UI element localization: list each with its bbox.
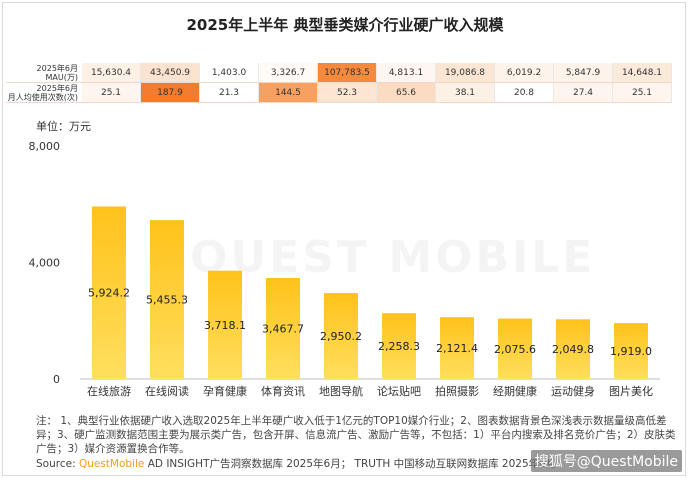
x-tick-label: 在线阅读 <box>145 384 189 398</box>
y-tick-label: 0 <box>53 373 60 386</box>
bar-value-label: 2,049.8 <box>552 343 594 356</box>
footnote: 注： 1、典型行业依据硬广收入选取2025年上半年硬广收入低于1亿元的TOP10… <box>36 415 676 455</box>
x-tick-label: 拍照摄影 <box>435 384 479 398</box>
y-tick-label: 8,000 <box>29 140 61 153</box>
bar-6 <box>440 317 474 379</box>
metrics-row-label: 2025年6月 月人均使用次数(次) <box>6 82 82 103</box>
metrics-cell: 20.8 <box>494 82 554 103</box>
metrics-row-label-line2: MAU(万) <box>45 72 78 82</box>
chart-title: 2025年上半年 典型垂类媒介行业硬广收入规模 <box>186 16 504 34</box>
metrics-cell: 107,783.5 <box>317 63 377 83</box>
bar-value-label: 2,121.4 <box>436 342 478 355</box>
metrics-table: 2025年6月 MAU(万) 15,630.4 43,450.9 1,403.0 3,32… <box>6 63 672 103</box>
x-tick-label: 地图导航 <box>319 384 363 398</box>
metrics-row-label-line2: 月人均使用次数(次) <box>7 92 78 102</box>
x-tick-label: 运动健身 <box>551 384 595 398</box>
bar-value-label: 3,467.7 <box>262 323 304 336</box>
bar-7 <box>498 318 532 379</box>
metrics-cell: 3,326.7 <box>258 63 318 83</box>
x-tick-label: 体育资讯 <box>261 384 305 398</box>
source-brand: QuestMobile <box>78 458 145 470</box>
metrics-cell: 1,403.0 <box>199 63 259 83</box>
bar-5 <box>382 313 416 379</box>
metrics-cell: 27.4 <box>553 82 613 103</box>
x-tick-label: 论坛贴吧 <box>377 384 421 398</box>
metrics-cell: 14,648.1 <box>612 63 672 83</box>
metrics-cell: 15,630.4 <box>82 63 141 83</box>
credit-badge: 搜狐号@QuestMobile <box>530 450 682 472</box>
x-tick-label: 图片美化 <box>609 384 653 398</box>
bar-value-label: 3,718.1 <box>204 319 246 332</box>
bar-9 <box>614 323 648 379</box>
metrics-row-1: 2025年6月 月人均使用次数(次) 25.1 187.9 21.3 144.5 52.3 6… <box>6 82 672 103</box>
metrics-cell: 5,847.9 <box>553 63 613 83</box>
metrics-row-label-line1: 2025年6月 <box>36 83 78 93</box>
metrics-cell: 187.9 <box>140 82 200 103</box>
bar-3 <box>266 278 300 379</box>
unit-label: 单位：万元 <box>36 120 91 133</box>
metrics-cell: 21.3 <box>199 82 259 103</box>
bar-4 <box>324 293 358 379</box>
x-tick-label: 在线旅游 <box>87 384 131 398</box>
bar-2 <box>208 270 242 379</box>
bar-0 <box>92 206 126 379</box>
chart-frame <box>2 2 686 476</box>
metrics-cell: 4,813.1 <box>376 63 436 83</box>
bar-value-label: 5,455.3 <box>146 294 188 307</box>
y-tick-label: 4,000 <box>29 257 61 270</box>
x-tick-label: 孕育健康 <box>203 384 247 398</box>
metrics-row-0: 2025年6月 MAU(万) 15,630.4 43,450.9 1,403.0 3,32… <box>6 63 672 83</box>
bar-value-label: 5,924.2 <box>88 287 130 300</box>
bar-value-label: 2,258.3 <box>378 340 420 353</box>
source-prefix: Source: <box>36 458 79 470</box>
metrics-cell: 65.6 <box>376 82 436 103</box>
bar-value-label: 2,075.6 <box>494 343 536 356</box>
source-line: Source: QuestMobile AD INSIGHT广告洞察数据库 20… <box>36 456 676 471</box>
metrics-cell: 43,450.9 <box>140 63 200 83</box>
metrics-cell: 25.1 <box>82 82 141 103</box>
bar-value-label: 1,919.0 <box>610 345 652 358</box>
metrics-cell: 19,086.8 <box>435 63 495 83</box>
metrics-cell: 144.5 <box>258 82 318 103</box>
watermark: QUEST MOBILE <box>190 232 595 283</box>
metrics-cell: 6,019.2 <box>494 63 554 83</box>
metrics-row-label-line1: 2025年6月 <box>36 63 78 73</box>
metrics-cell: 25.1 <box>612 82 672 103</box>
bar-1 <box>150 220 184 379</box>
metrics-cell: 38.1 <box>435 82 495 103</box>
x-tick-label: 经期健康 <box>493 384 537 398</box>
metrics-cell: 52.3 <box>317 82 377 103</box>
bar-8 <box>556 319 590 379</box>
bar-value-label: 2,950.2 <box>320 330 362 343</box>
bar-chart: 0 4,000 8,000 5,924.2 在线旅游 5,455.3 在线阅读 3,718.1… <box>29 140 660 398</box>
source-rest: AD INSIGHT广告洞察数据库 2025年6月； TRUTH 中国移动互联网… <box>144 458 557 470</box>
metrics-row-label: 2025年6月 MAU(万) <box>6 63 82 83</box>
